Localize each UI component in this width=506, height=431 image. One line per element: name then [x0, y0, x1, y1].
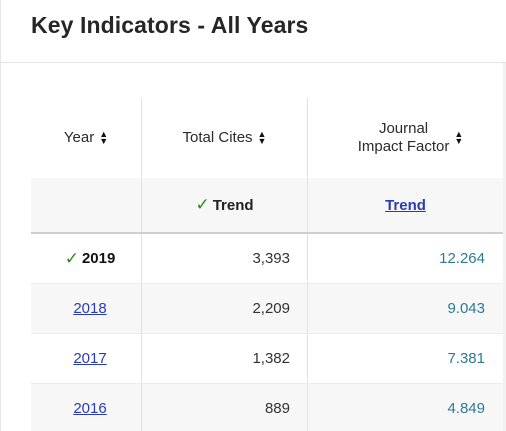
impact-factor-trend-link[interactable]: Trend — [385, 196, 426, 214]
sort-up-icon: ▲ — [454, 129, 464, 139]
sort-down-icon: ▼ — [257, 136, 267, 146]
column-header-impact-factor-line1: Journal — [378, 120, 429, 137]
year-cell: 2017 — [31, 334, 141, 383]
sort-down-icon: ▼ — [454, 136, 464, 146]
column-header-total-cites-label: Total Cites — [182, 129, 253, 146]
year-cell: 2016 — [31, 384, 141, 431]
check-icon: ✓ — [195, 195, 210, 214]
impact-factor-cell: 9.043 — [307, 284, 503, 333]
check-icon: ✓ — [64, 248, 79, 268]
column-header-total-cites[interactable]: Total Cites ▲ ▼ — [141, 98, 307, 178]
sort-icon[interactable]: ▲ ▼ — [257, 129, 267, 146]
total-cites-trend: ✓ Trend — [141, 178, 307, 232]
column-header-year[interactable]: Year ▲ ▼ — [31, 98, 141, 178]
column-header-year-label: Year — [63, 129, 95, 146]
column-header-impact-factor-line2: Impact Factor — [357, 138, 450, 155]
impact-factor-cell: 12.264 — [307, 234, 503, 283]
total-cites-cell: 1,382 — [141, 334, 307, 383]
indicators-table: Year ▲ ▼ Total Cites ▲ ▼ Journal Impact … — [31, 98, 503, 431]
table-row: 2017 1,382 7.381 — [31, 334, 503, 384]
column-header-impact-factor[interactable]: Journal Impact Factor ▲ ▼ — [307, 98, 503, 178]
table-row: 2018 2,209 9.043 — [31, 284, 503, 334]
year-link[interactable]: 2018 — [73, 300, 107, 317]
year-cell: ✓ 2019 — [31, 234, 141, 283]
total-cites-cell: 889 — [141, 384, 307, 431]
sort-up-icon: ▲ — [257, 129, 267, 139]
year-cell: 2018 — [31, 284, 141, 333]
year-link[interactable]: 2016 — [73, 400, 107, 417]
table-row: ✓ 2019 3,393 12.264 — [31, 234, 503, 284]
year-current: 2019 — [81, 250, 116, 267]
sort-icon[interactable]: ▲ ▼ — [454, 129, 464, 146]
sort-down-icon: ▼ — [99, 136, 109, 146]
sort-up-icon: ▲ — [99, 129, 109, 139]
title-divider — [1, 62, 506, 63]
year-link[interactable]: 2017 — [73, 350, 107, 367]
panel-title: Key Indicators - All Years — [31, 12, 309, 38]
scroll-gutter — [503, 63, 506, 431]
table-header-row: Year ▲ ▼ Total Cites ▲ ▼ Journal Impact … — [31, 98, 503, 178]
column-header-impact-factor-label: Journal Impact Factor — [358, 120, 450, 156]
total-cites-cell: 3,393 — [141, 234, 307, 283]
total-cites-cell: 2,209 — [141, 284, 307, 333]
sort-icon[interactable]: ▲ ▼ — [99, 129, 109, 146]
impact-factor-cell: 7.381 — [307, 334, 503, 383]
trend-row: ✓ Trend Trend — [31, 178, 503, 234]
impact-factor-trend: Trend — [307, 178, 503, 232]
impact-factor-cell: 4.849 — [307, 384, 503, 431]
table-row: 2016 889 4.849 — [31, 384, 503, 431]
total-cites-trend-label: Trend — [212, 196, 254, 214]
trend-row-spacer — [31, 178, 141, 232]
